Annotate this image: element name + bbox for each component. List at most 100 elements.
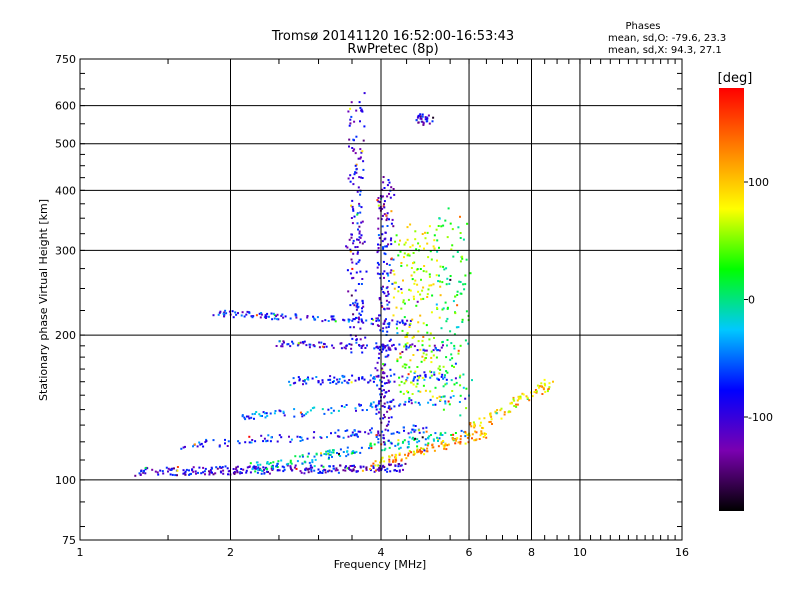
- data-point: [253, 417, 255, 420]
- data-point: [403, 243, 406, 246]
- data-point: [345, 465, 347, 468]
- data-point: [361, 242, 364, 245]
- data-point: [358, 259, 361, 262]
- data-point: [397, 465, 400, 468]
- data-point: [516, 403, 519, 406]
- data-point: [390, 243, 393, 246]
- data-point: [188, 469, 190, 472]
- data-point: [303, 380, 306, 383]
- data-point: [440, 375, 443, 378]
- data-point: [195, 472, 197, 475]
- data-point: [519, 397, 522, 400]
- data-point: [462, 283, 465, 286]
- data-point: [384, 345, 387, 347]
- data-point: [332, 346, 335, 349]
- data-point: [381, 233, 384, 236]
- data-point: [239, 471, 242, 474]
- data-point: [404, 322, 407, 325]
- data-point: [379, 465, 382, 467]
- data-point: [381, 188, 384, 191]
- data-point: [276, 313, 279, 316]
- data-point: [335, 382, 338, 385]
- data-point: [447, 443, 450, 446]
- data-point: [259, 468, 262, 471]
- data-point: [454, 312, 457, 315]
- data-point: [431, 395, 434, 398]
- data-point: [268, 472, 271, 475]
- data-point: [225, 312, 228, 315]
- data-point: [468, 434, 471, 437]
- data-point: [278, 434, 281, 437]
- data-point: [536, 384, 539, 387]
- data-point: [395, 459, 398, 462]
- data-point: [414, 370, 417, 373]
- data-point: [385, 295, 388, 297]
- data-point: [359, 451, 362, 454]
- data-point: [409, 344, 412, 347]
- data-point: [425, 120, 428, 123]
- data-point: [354, 171, 357, 174]
- data-point: [383, 238, 386, 241]
- data-point: [372, 462, 375, 465]
- data-point: [407, 298, 410, 301]
- data-point: [289, 461, 292, 464]
- data-point: [362, 139, 365, 142]
- data-point: [267, 315, 270, 318]
- data-point: [232, 316, 235, 319]
- data-point: [338, 452, 340, 455]
- data-point: [289, 440, 292, 443]
- data-point: [435, 347, 437, 350]
- data-point: [402, 426, 405, 429]
- data-point: [440, 396, 443, 399]
- data-point: [169, 473, 172, 476]
- data-point: [416, 300, 419, 303]
- data-point: [456, 437, 459, 440]
- data-point: [466, 222, 469, 225]
- data-point: [183, 472, 186, 475]
- data-point: [433, 449, 436, 452]
- data-point: [383, 372, 386, 375]
- data-point: [204, 467, 207, 470]
- data-point: [422, 427, 425, 430]
- data-point: [202, 466, 205, 469]
- data-point: [408, 326, 411, 328]
- data-point: [526, 397, 529, 400]
- data-point: [248, 435, 251, 438]
- data-point: [381, 385, 384, 387]
- data-point: [301, 415, 304, 418]
- data-point: [294, 381, 297, 384]
- data-point: [331, 455, 333, 458]
- data-point: [425, 349, 428, 352]
- data-point: [390, 237, 393, 240]
- data-point: [359, 466, 362, 469]
- data-point: [479, 424, 482, 427]
- data-point: [378, 314, 380, 317]
- x-tick-label: 1: [77, 546, 84, 559]
- data-point: [444, 400, 447, 403]
- data-point: [353, 318, 356, 321]
- data-point: [548, 386, 551, 389]
- data-point: [307, 378, 310, 381]
- data-point: [252, 315, 255, 318]
- data-point: [494, 410, 497, 413]
- trace-13: [415, 113, 435, 126]
- data-point: [235, 466, 238, 469]
- data-point: [301, 341, 304, 344]
- data-point: [403, 302, 406, 305]
- data-point: [403, 382, 406, 385]
- data-point: [335, 467, 338, 470]
- data-point: [387, 274, 390, 277]
- data-point: [306, 316, 309, 319]
- data-point: [323, 343, 326, 346]
- data-point: [516, 399, 519, 402]
- data-point: [377, 464, 380, 467]
- data-point: [377, 402, 380, 405]
- data-point: [392, 398, 395, 401]
- data-point: [406, 342, 409, 345]
- data-point: [282, 316, 285, 319]
- data-point: [436, 397, 439, 400]
- data-point: [449, 330, 452, 333]
- data-point: [190, 472, 192, 475]
- data-point: [452, 438, 455, 441]
- data-point: [433, 234, 436, 237]
